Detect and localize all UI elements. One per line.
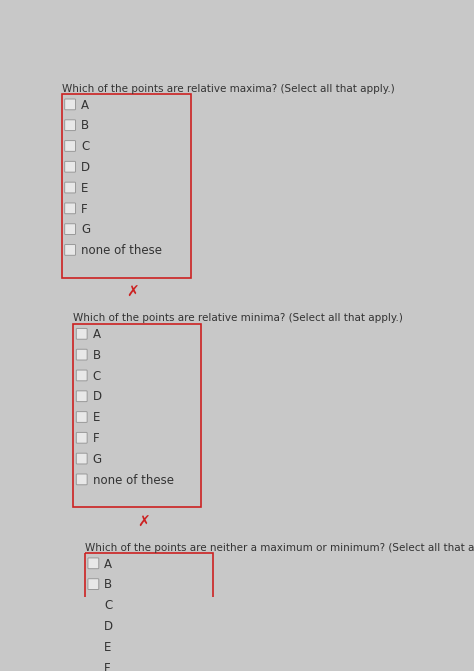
FancyBboxPatch shape (64, 244, 75, 255)
Bar (73, 324, 201, 507)
Text: D: D (92, 391, 102, 403)
Bar (85, 554, 213, 671)
Text: C: C (104, 599, 112, 612)
FancyBboxPatch shape (88, 620, 99, 631)
Text: B: B (81, 119, 89, 132)
Text: F: F (81, 203, 88, 215)
Text: G: G (92, 453, 102, 466)
FancyBboxPatch shape (64, 161, 75, 172)
Text: A: A (104, 558, 112, 570)
FancyBboxPatch shape (76, 391, 87, 402)
FancyBboxPatch shape (88, 558, 99, 569)
Text: D: D (81, 161, 90, 174)
Text: ✗: ✗ (137, 515, 150, 530)
FancyBboxPatch shape (76, 411, 87, 423)
Text: F: F (92, 432, 99, 445)
Text: B: B (104, 578, 112, 591)
FancyBboxPatch shape (76, 432, 87, 443)
FancyBboxPatch shape (64, 182, 75, 193)
Text: Which of the points are neither a maximum or minimum? (Select all that apply.): Which of the points are neither a maximu… (85, 543, 474, 552)
FancyBboxPatch shape (64, 99, 75, 110)
Text: none of these: none of these (81, 244, 162, 257)
FancyBboxPatch shape (64, 120, 75, 131)
FancyBboxPatch shape (76, 349, 87, 360)
Text: E: E (81, 182, 88, 195)
FancyBboxPatch shape (76, 370, 87, 381)
Text: E: E (104, 641, 111, 654)
FancyBboxPatch shape (88, 599, 99, 611)
FancyBboxPatch shape (76, 329, 87, 340)
FancyBboxPatch shape (88, 641, 99, 652)
FancyBboxPatch shape (64, 141, 75, 152)
FancyBboxPatch shape (64, 203, 75, 214)
Text: G: G (81, 223, 90, 236)
FancyBboxPatch shape (88, 662, 99, 671)
FancyBboxPatch shape (88, 578, 99, 590)
Text: ✗: ✗ (127, 285, 139, 301)
Text: Which of the points are relative minima? (Select all that apply.): Which of the points are relative minima?… (73, 313, 403, 323)
Text: D: D (104, 620, 113, 633)
Text: none of these: none of these (92, 474, 173, 486)
FancyBboxPatch shape (76, 474, 87, 484)
Text: C: C (92, 370, 101, 382)
Text: C: C (81, 140, 89, 153)
Text: E: E (92, 411, 100, 424)
Text: Which of the points are relative maxima? (Select all that apply.): Which of the points are relative maxima?… (62, 84, 394, 93)
Text: A: A (81, 99, 89, 111)
FancyBboxPatch shape (64, 223, 75, 235)
Bar (62, 95, 191, 278)
Text: F: F (104, 662, 111, 671)
FancyBboxPatch shape (76, 453, 87, 464)
Text: B: B (92, 349, 100, 362)
Text: A: A (92, 328, 100, 341)
